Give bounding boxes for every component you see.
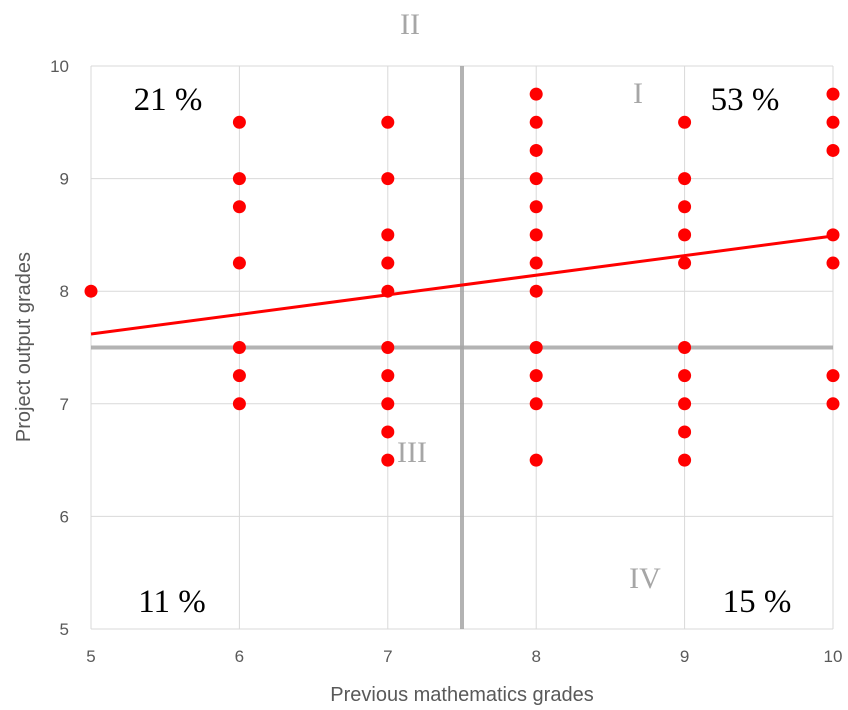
x-tick-label: 9 [680,647,689,666]
data-point [529,284,543,298]
data-points [84,87,840,467]
data-point [381,397,395,411]
x-tick-label: 6 [235,647,244,666]
trendline [90,234,834,336]
data-point [826,397,840,411]
data-point [529,200,543,214]
data-point [826,256,840,270]
quadrant-label-I: I [633,77,643,110]
data-point [678,341,692,354]
data-point [529,369,543,383]
data-point [381,369,395,383]
data-point [381,256,395,270]
quadrant-label-II: II [400,8,420,41]
data-point [678,425,692,439]
x-axis-title: Previous mathematics grades [330,684,593,706]
data-point [529,453,543,467]
data-point [381,425,395,439]
quadrant-label-IV: IV [629,562,661,595]
y-tick-label: 9 [60,170,69,189]
data-point [678,453,692,467]
x-tick-label: 10 [824,647,843,666]
data-point [529,143,543,157]
quadrant-percent-III: 11 % [138,584,206,620]
y-tick-label: 10 [50,57,69,76]
data-point [232,256,246,270]
tick-labels: 5 6 7 8 9 10 5 6 7 8 9 10 [50,57,842,666]
quadrant-label-III: III [397,436,427,469]
data-point [678,115,692,129]
data-point [529,341,543,354]
data-point [529,256,543,270]
data-point [826,369,840,383]
x-tick-label: 5 [86,647,95,666]
data-point [232,397,246,411]
quadrant-labels: II I III IV 21 % 53 % 11 % 15 % [134,8,792,620]
quadrant-percent-II: 21 % [134,82,203,118]
data-point [678,228,692,242]
data-point [529,397,543,411]
data-point [232,369,246,383]
quadrant-percent-IV: 15 % [723,584,792,620]
y-axis-title: Project output grades [13,252,35,442]
data-point [678,369,692,383]
y-tick-label: 6 [60,507,69,526]
y-tick-label: 5 [60,620,69,639]
data-point [529,228,543,242]
data-point [232,200,246,214]
data-point [232,115,246,129]
data-point [826,115,840,129]
y-tick-label: 7 [60,395,69,414]
data-point [381,341,395,354]
data-point [381,115,395,129]
x-tick-label: 8 [531,647,540,666]
data-point [381,172,395,186]
data-point [381,453,395,467]
data-point [678,397,692,411]
data-point [826,87,840,101]
data-point [84,284,98,298]
data-point [678,172,692,186]
data-point [529,172,543,186]
data-point [826,228,840,242]
x-tick-label: 7 [383,647,392,666]
data-point [232,172,246,186]
data-point [678,256,692,270]
data-point [826,143,840,157]
data-point [529,115,543,129]
y-tick-label: 8 [60,282,69,301]
data-point [529,87,543,101]
quadrant-dividers [91,66,833,629]
data-point [232,341,246,354]
quadrant-percent-I: 53 % [711,82,780,118]
data-point [381,228,395,242]
data-point [678,200,692,214]
